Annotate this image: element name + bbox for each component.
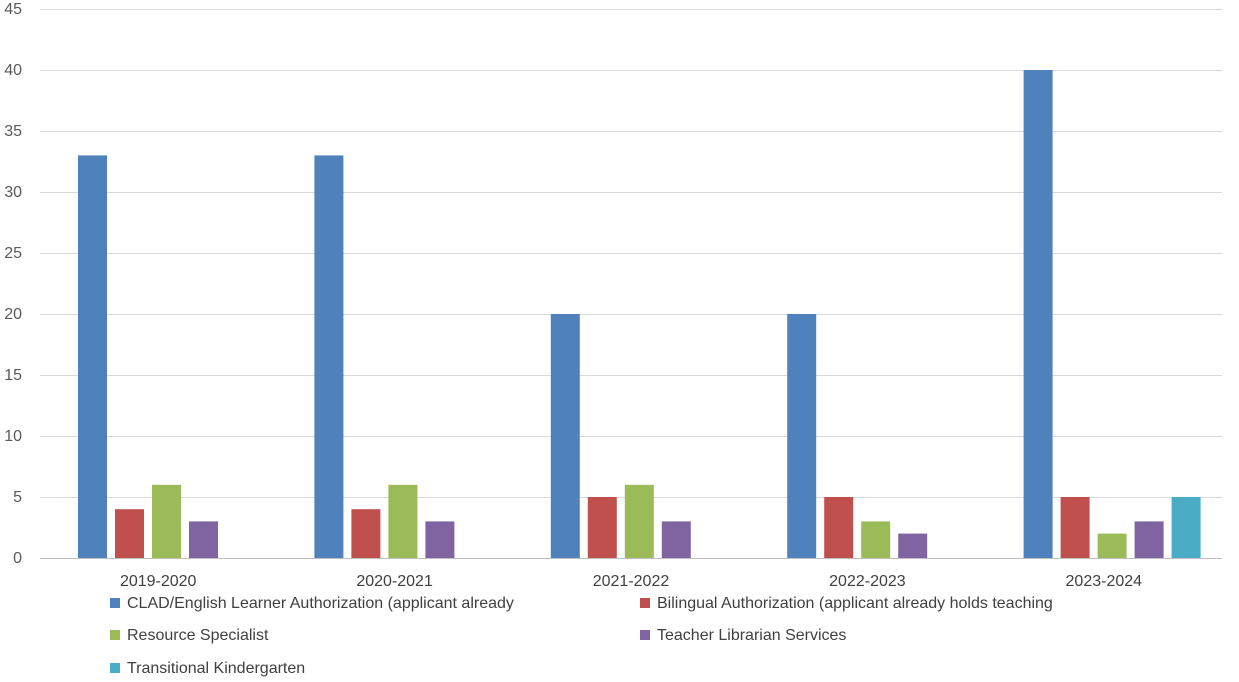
bar [351,509,381,558]
bar [898,533,928,558]
x-tick-label: 2023-2024 [1066,573,1143,590]
legend-label: Resource Specialist [127,627,269,644]
bar [115,509,144,558]
legend-item: Transitional Kindergarten [110,660,305,677]
bar [787,314,817,558]
category-group [78,155,218,558]
bar [388,484,418,558]
gridlines [40,9,1222,559]
x-axis-tick-labels: 2019-2020 2020-2021 2021-2022 2022-2023 2023… [120,573,1142,590]
x-tick-label: 2019-2020 [120,573,197,590]
y-tick-label: 30 [4,184,22,201]
legend-swatch [640,630,650,640]
y-tick-label: 25 [4,245,22,262]
category-group [787,314,928,558]
y-tick-label: 35 [4,123,22,140]
legend-swatch [640,598,650,608]
legend-item: Bilingual Authorization (applicant alrea… [640,595,1053,612]
bar [587,497,617,558]
category-group [1023,70,1201,558]
bar [1097,533,1127,558]
bar [1134,521,1164,558]
legend-label: CLAD/English Learner Authorization (appl… [127,595,514,612]
bars [78,70,1201,558]
legend-item: Resource Specialist [110,627,269,644]
legend-swatch [110,598,120,608]
bar [425,521,455,558]
x-tick-label: 2020-2021 [356,573,433,590]
y-tick-label: 20 [4,306,22,323]
bar [661,521,691,558]
x-tick-label: 2022-2023 [829,573,906,590]
category-group [550,314,691,558]
legend-item: Teacher Librarian Services [640,627,846,644]
y-tick-label: 5 [13,489,22,506]
category-group [314,155,455,558]
legend-swatch [110,663,120,673]
legend-item: CLAD/English Learner Authorization (appl… [110,595,514,612]
bar [1023,70,1053,558]
legend-label: Bilingual Authorization (applicant alrea… [657,595,1053,612]
legend-swatch [110,630,120,640]
y-tick-label: 15 [4,367,22,384]
y-tick-label: 0 [13,550,22,567]
y-tick-label: 45 [4,1,22,18]
bar [189,521,218,558]
bar [152,484,181,558]
bar [861,521,891,558]
y-tick-label: 10 [4,428,22,445]
bar [624,484,654,558]
bar [314,155,344,558]
bar [1171,497,1201,558]
bar [550,314,580,558]
y-tick-label: 40 [4,62,22,79]
bar [824,497,854,558]
legend-label: Transitional Kindergarten [127,660,305,677]
bar [78,155,107,558]
bar [1060,497,1090,558]
legend: CLAD/English Learner Authorization (appl… [110,595,1053,677]
y-axis-tick-labels: 0 5 10 15 20 25 30 35 40 45 [4,1,22,567]
x-tick-label: 2021-2022 [593,573,670,590]
legend-label: Teacher Librarian Services [657,627,846,644]
